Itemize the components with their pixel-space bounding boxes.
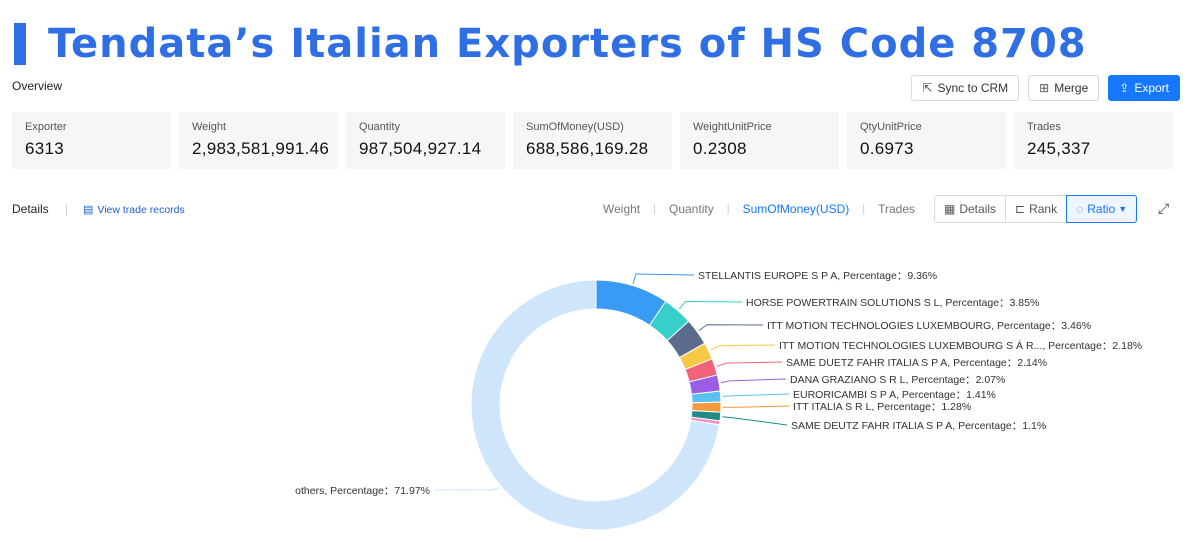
stat-value: 987,504,927.14 xyxy=(359,139,482,158)
ratio-view-label: Ratio xyxy=(1087,202,1116,216)
leader-line xyxy=(434,486,500,491)
metric-tabs: Weight | Quantity | SumOfMoney(USD) | Tr… xyxy=(603,202,915,216)
stats-row: Exporter 6313 Weight 2,983,581,991.46 Qu… xyxy=(12,112,1173,169)
export-label: Export xyxy=(1134,81,1169,95)
details-view-label: Details xyxy=(959,202,997,216)
stat-value: 245,337 xyxy=(1027,139,1091,158)
overview-heading: Overview xyxy=(12,79,63,93)
stat-card-qty-unit-price: QtyUnitPrice 0.6973 xyxy=(847,112,1006,169)
stat-value: 0.6973 xyxy=(860,139,914,158)
sync-to-crm-label: Sync to CRM xyxy=(937,81,1009,95)
stat-label: Quantity xyxy=(359,121,400,133)
tab-separator: | xyxy=(862,203,866,215)
details-view-button[interactable]: ▦ Details xyxy=(934,195,1007,223)
tab-quantity[interactable]: Quantity xyxy=(669,202,714,216)
tab-separator: | xyxy=(653,203,656,215)
leader-line xyxy=(710,344,776,351)
donut-slice[interactable] xyxy=(470,279,720,531)
slice-label: SAME DEUTZ FAHR ITALIA S P A, Percentage… xyxy=(791,420,1046,432)
slice-label: SAME DUETZ FAHR ITALIA S P A, Percentage… xyxy=(786,357,1047,369)
ratio-icon: ◌ xyxy=(1076,202,1084,216)
view-trade-records-link[interactable]: ▤ View trade records xyxy=(83,203,185,217)
slice-label: HORSE POWERTRAIN SOLUTIONS S L, Percenta… xyxy=(746,297,1039,309)
view-trade-records-label: View trade records xyxy=(97,203,185,216)
fullscreen-icon[interactable]: ⤢ xyxy=(1158,200,1170,216)
stat-card-sum-of-money: SumOfMoney(USD) 688,586,169.28 xyxy=(513,112,672,169)
merge-label: Merge xyxy=(1054,81,1089,95)
stat-card-quantity: Quantity 987,504,927.14 xyxy=(346,112,505,169)
leader-line xyxy=(722,416,788,426)
stat-value: 688,586,169.28 xyxy=(526,139,649,158)
export-icon: ⇪ xyxy=(1119,81,1130,95)
stat-label: WeightUnitPrice xyxy=(693,121,772,133)
merge-icon: ⊞ xyxy=(1039,81,1050,95)
stat-label: Weight xyxy=(192,121,227,133)
slice-label: EURORICAMBI S P A, Percentage：1.41% xyxy=(793,389,996,401)
rank-view-button[interactable]: ⊏ Rank xyxy=(1005,195,1068,223)
tab-sum-of-money[interactable]: SumOfMoney(USD) xyxy=(742,202,850,216)
stat-card-trades: Trades 245,337 xyxy=(1014,112,1173,169)
leader-line xyxy=(722,393,790,397)
stat-card-exporter: Exporter 6313 xyxy=(12,112,171,169)
leader-line xyxy=(716,361,783,367)
slice-label: others, Percentage：71.97% xyxy=(295,485,430,497)
slice-label: ITT MOTION TECHNOLOGIES LUXEMBOURG S Á R… xyxy=(779,339,1142,352)
details-heading: Details xyxy=(12,202,49,216)
stat-label: QtyUnitPrice xyxy=(860,121,922,133)
stat-label: Trades xyxy=(1027,121,1061,133)
chevron-down-icon: ▼ xyxy=(1118,204,1128,214)
slice-label: DANA GRAZIANO S R L, Percentage：2.07% xyxy=(790,374,1005,386)
stat-value: 0.2308 xyxy=(693,139,747,158)
merge-button[interactable]: ⊞ Merge xyxy=(1028,75,1100,101)
sync-to-crm-button[interactable]: ⇱ Sync to CRM xyxy=(911,75,1020,101)
leader-line xyxy=(698,324,764,332)
slice-label: ITT ITALIA S R L, Percentage：1.28% xyxy=(793,401,971,413)
leader-line xyxy=(632,273,695,284)
stat-card-weight-unit-price: WeightUnitPrice 0.2308 xyxy=(680,112,839,169)
share-icon: ⇱ xyxy=(922,81,933,95)
donut-chart: STELLANTIS EUROPE S P A, Percentage：9.36… xyxy=(295,270,1142,531)
leader-line xyxy=(722,405,790,408)
page-title: Tendata’s Italian Exporters of HS Code 8… xyxy=(48,21,1087,67)
slice-label: STELLANTIS EUROPE S P A, Percentage：9.36… xyxy=(698,270,937,282)
stat-value: 2,983,581,991.46 xyxy=(192,139,330,158)
stat-label: Exporter xyxy=(25,121,67,133)
leader-line xyxy=(678,300,743,310)
stat-label: SumOfMoney(USD) xyxy=(526,121,624,133)
leader-line xyxy=(720,378,787,384)
view-mode-group: ▦ Details ⊏ Rank ◌ Ratio ▼ xyxy=(934,195,1138,223)
tab-weight[interactable]: Weight xyxy=(603,202,641,216)
export-button[interactable]: ⇪ Export xyxy=(1108,75,1180,101)
ratio-view-button[interactable]: ◌ Ratio ▼ xyxy=(1066,195,1138,223)
tab-separator: | xyxy=(726,203,730,215)
stat-card-weight: Weight 2,983,581,991.46 xyxy=(179,112,338,169)
slice-label: ITT MOTION TECHNOLOGIES LUXEMBOURG, Perc… xyxy=(767,320,1091,332)
toolbar: ⇱ Sync to CRM ⊞ Merge ⇪ Export xyxy=(911,75,1180,101)
rank-view-label: Rank xyxy=(1029,202,1058,216)
rank-icon: ⊏ xyxy=(1015,202,1026,216)
table-icon: ▦ xyxy=(944,202,956,216)
banner-accent-bar xyxy=(14,23,26,65)
tab-trades[interactable]: Trades xyxy=(878,202,916,216)
divider xyxy=(66,204,67,216)
records-icon: ▤ xyxy=(83,204,94,216)
stat-value: 6313 xyxy=(25,139,65,158)
page-banner: Tendata’s Italian Exporters of HS Code 8… xyxy=(14,16,1087,72)
